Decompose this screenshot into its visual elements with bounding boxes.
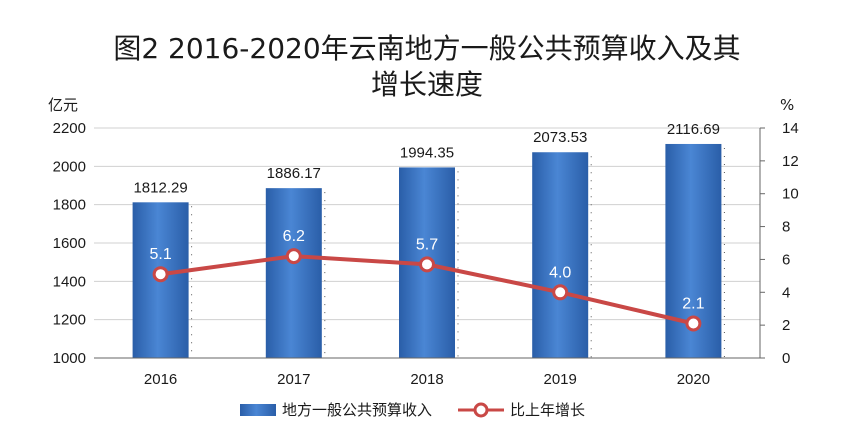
- right-axis-unit: %: [780, 96, 794, 114]
- legend-bar-swatch: [240, 404, 276, 416]
- x-tick-label: 2019: [544, 371, 577, 388]
- legend-line-marker: [473, 402, 489, 418]
- y-left-tick-label: 1000: [53, 350, 86, 367]
- bar-2019: [532, 152, 589, 358]
- bar-2017: [265, 188, 322, 358]
- growth-point-label: 6.2: [283, 228, 305, 245]
- y-right-tick-label: 2: [782, 317, 790, 334]
- bar-value-label: 2116.69: [667, 121, 720, 138]
- y-left-tick-label: 2000: [53, 158, 86, 175]
- y-right-tick-label: 10: [782, 186, 799, 203]
- y-left-tick-label: 2200: [53, 120, 86, 137]
- x-tick-label: 2016: [144, 371, 177, 388]
- y-right-tick-label: 4: [782, 284, 790, 301]
- y-right-tick-label: 14: [782, 120, 799, 137]
- x-tick-label: 2017: [277, 371, 310, 388]
- y-left-tick-label: 1400: [53, 273, 86, 290]
- axis-layer: 1000 1200 1400 1600 1800 2000 2200 0 2 4 6 8 10 12 14 2…: [53, 120, 799, 388]
- legend-line-label: 比上年增长: [510, 401, 585, 419]
- growth-point-label: 5.7: [416, 236, 438, 253]
- x-tick-label: 2020: [677, 371, 710, 388]
- line-layer: 5.1 6.2 5.7 4.0 2.1: [149, 228, 705, 332]
- y-right-tick-label: 6: [782, 251, 790, 268]
- chart-title-line-1: 图2 2016-2020年云南地方一般公共预算收入及其: [113, 32, 740, 65]
- bar-value-label: 2073.53: [533, 129, 587, 146]
- growth-point-marker: [419, 256, 435, 273]
- y-right-tick-label: 0: [782, 350, 790, 367]
- growth-point-marker: [152, 266, 169, 283]
- legend-bar-label: 地方一般公共预算收入: [282, 401, 432, 419]
- y-left-tick-label: 1200: [53, 312, 86, 329]
- left-axis-unit: 亿元: [48, 96, 78, 114]
- growth-point-marker: [285, 248, 302, 265]
- bar-value-label: 1994.35: [400, 144, 454, 161]
- bar-layer: 1812.29 1886.17 1994.35 2073.53 2116.69: [132, 121, 725, 358]
- growth-point-label: 4.0: [549, 264, 571, 281]
- growth-point-label: 2.1: [682, 296, 704, 313]
- y-left-tick-label: 1800: [53, 197, 86, 214]
- legend: 地方一般公共预算收入 比上年增长: [240, 401, 585, 419]
- growth-point-marker: [685, 315, 702, 332]
- y-right-tick-label: 8: [782, 219, 790, 236]
- y-right-tick-label: 12: [782, 153, 799, 170]
- chart-title-line-2: 增长速度: [371, 68, 483, 101]
- bar-value-label: 1812.29: [133, 179, 187, 196]
- y-left-tick-label: 1600: [53, 235, 86, 252]
- growth-point-label: 5.1: [149, 246, 171, 263]
- growth-point-marker: [552, 284, 569, 301]
- bar-value-label: 1886.17: [267, 165, 321, 182]
- x-tick-label: 2018: [410, 371, 443, 388]
